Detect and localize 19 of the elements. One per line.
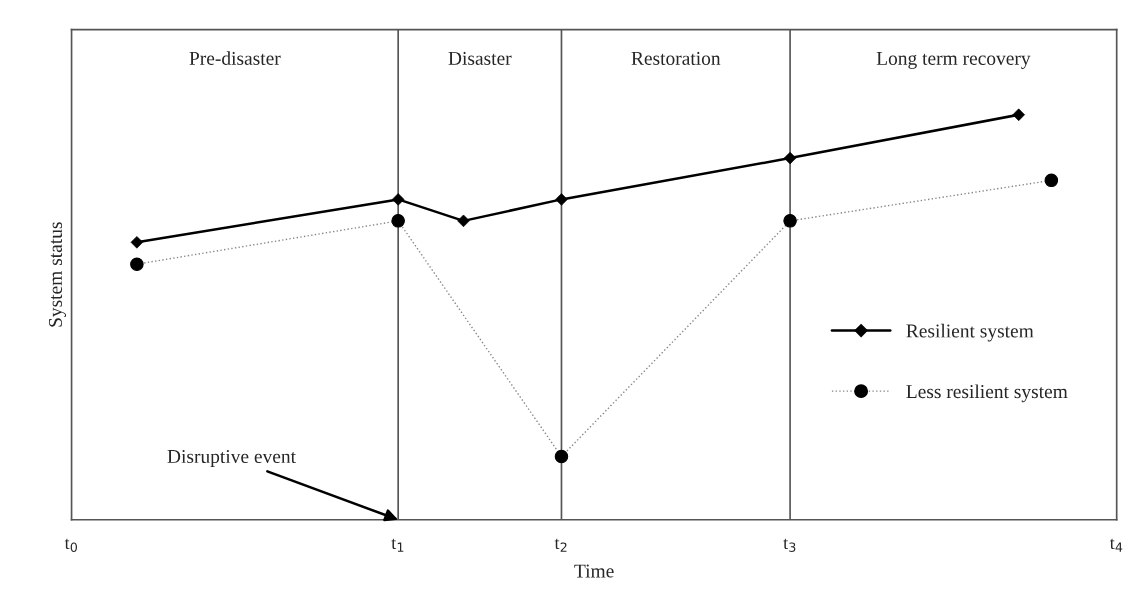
x-tick-label: t$_{1}$ [391,538,404,552]
point [130,257,144,271]
x-axis-title: Time [574,564,614,578]
annotation: Disruptive event [167,449,296,467]
x-tick-label: t$_{4}$ [1109,538,1123,552]
text: Restoration [631,51,721,65]
y-axis-title: System status [48,222,67,327]
point [1044,173,1059,188]
x-tick-label: t$_{0}$ [64,538,78,552]
text: Disaster [448,51,512,65]
text: Pre-disaster [189,51,281,65]
text: Long term recovery [876,51,1031,69]
x-tick-label: t$_{2}$ [554,538,567,552]
x-tick-label: t$_{3}$ [783,538,796,552]
point [391,214,405,228]
legend-label: Less resilient system [906,384,1068,403]
point [783,214,797,228]
legend-label: Resilient system [906,323,1034,342]
point [554,449,569,464]
